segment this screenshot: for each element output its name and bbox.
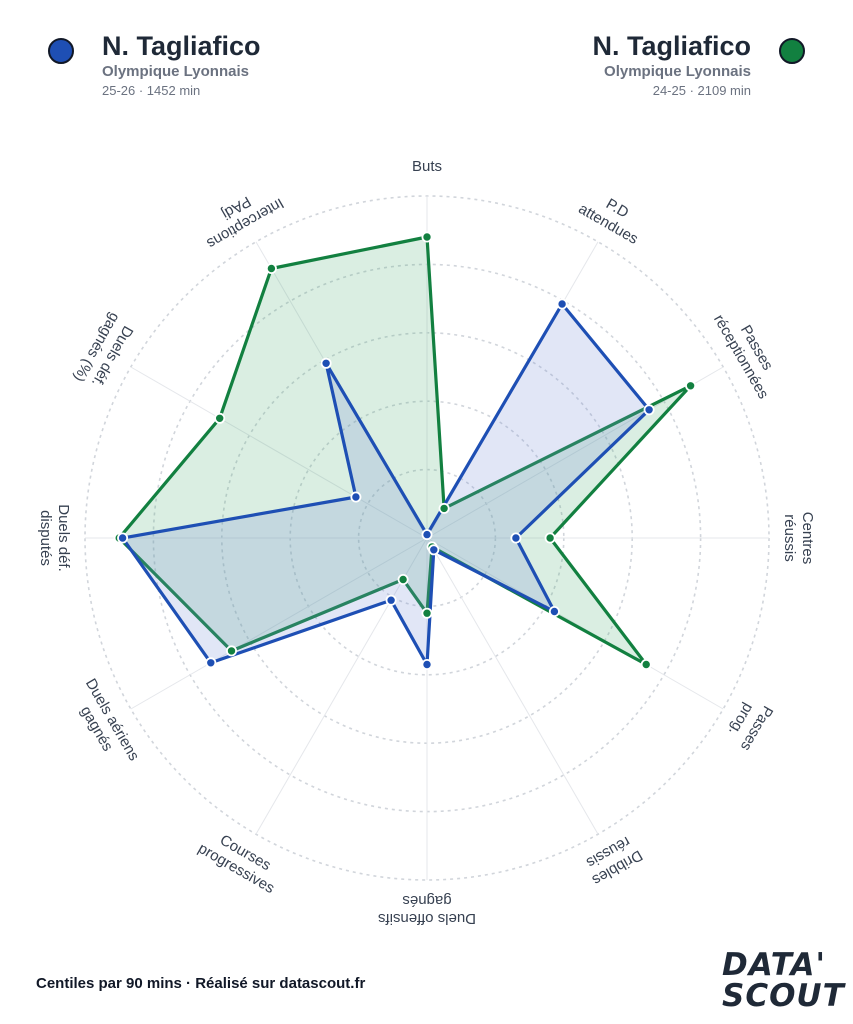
player-right-color-dot [779,38,805,64]
series-1-point-3 [643,404,655,416]
series-1-point-12 [320,357,332,369]
player-right-info: N. Tagliafico Olympique Lyonnais 24-25 ·… [592,30,751,100]
axis-label-10-line-1: Duels déf. [55,504,72,572]
logo-line-1: DATA' [722,947,826,983]
series-2-point-3 [685,380,697,392]
axis-spoke-6 [426,537,599,835]
series-2-point-8 [397,573,409,585]
series-1-point-11 [350,491,362,503]
player-right-team: Olympique Lyonnais [604,63,751,80]
player-left-name: N. Tagliafico [102,31,261,61]
axis-label-7-line-2: gagnés [402,892,451,909]
player-right-name: N. Tagliafico [592,31,751,61]
series-1-point-1 [421,529,433,541]
series-1-point-4 [510,532,522,544]
series-1-point-2 [556,298,568,310]
series-1-point-8 [385,594,397,606]
player-left-team: Olympique Lyonnais [102,63,249,80]
axis-label-4-line-2: réussis [781,514,798,562]
player-left-info: N. Tagliafico Olympique Lyonnais 25-26 ·… [102,30,261,100]
player-left-season: 25-26 · 1452 min [102,83,201,98]
player-right-season: 24-25 · 2109 min [652,83,751,98]
axis-label-1-line-1: Buts [412,158,442,175]
series-2-point-12 [265,262,277,274]
axis-spoke-8 [255,537,428,835]
axis-label-10: Duels déf.disputés [37,504,72,572]
series-2-point-5 [640,659,652,671]
axis-spoke-11 [130,366,428,539]
datascout-logo: DATA' SCOUT [722,947,845,1016]
series-2-point-4 [544,532,556,544]
logo-line-2: SCOUT [722,978,845,1014]
series-2-point-7 [421,607,433,619]
axis-label-10-line-2: disputés [37,510,54,566]
footer-credit: Centiles par 90 mins · Réalisé sur datas… [36,975,366,992]
axis-label-4-line-1: Centres [799,512,816,565]
series-1-point-7 [421,659,433,671]
series-2-point-1 [421,231,433,243]
series-1-point-9 [205,657,217,669]
series-2-point-11 [214,412,226,424]
series-2-point-2 [438,502,450,514]
player-left-color-dot [48,38,74,64]
series-1-point-10 [117,532,129,544]
axis-label-7-line-1: Duels offensifs [378,910,476,927]
axis-label-11: Duels déf.gagnés (%) [70,310,136,390]
axis-label-1: Buts [412,158,442,175]
series-2-point-9 [225,645,237,657]
series-1-point-6 [428,544,440,556]
axis-spoke-9 [130,537,428,710]
series-1-point-5 [548,605,560,617]
axis-spoke-5 [426,537,724,710]
